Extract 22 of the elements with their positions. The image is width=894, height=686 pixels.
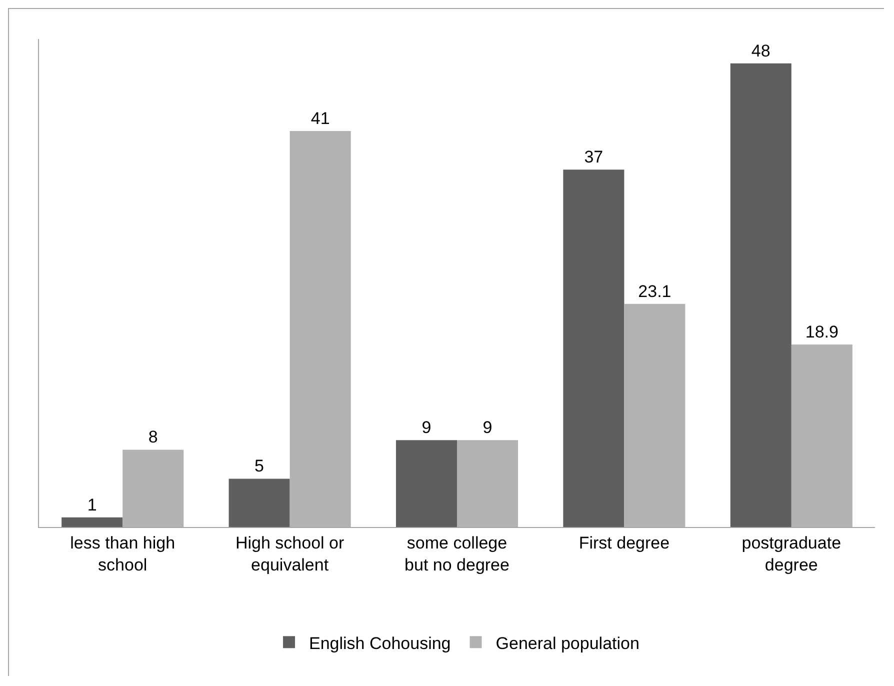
bar <box>730 63 792 527</box>
data-label: 37 <box>584 148 604 167</box>
x-tick-label: First degree <box>578 533 670 552</box>
bar <box>228 478 290 527</box>
x-tick-label: some college but no degree <box>404 533 510 574</box>
data-label: 23.1 <box>638 282 672 301</box>
bar <box>62 517 123 527</box>
data-label: 41 <box>310 109 330 128</box>
x-tick-label: less than high school <box>70 533 176 574</box>
bar <box>563 170 624 527</box>
data-label: 1 <box>87 495 97 514</box>
bar <box>396 440 457 527</box>
data-label: 9 <box>422 418 432 438</box>
x-tick-label: postgraduate degree <box>742 533 842 574</box>
data-label: 9 <box>482 418 492 438</box>
legend-label: English Cohousing <box>309 634 451 653</box>
x-tick-label: High school or equivalent <box>235 533 344 574</box>
data-label: 18.9 <box>805 322 838 342</box>
legend-label: General population <box>496 634 640 653</box>
data-label: 8 <box>148 428 158 447</box>
data-label: 5 <box>254 456 264 476</box>
data-label: 48 <box>751 41 770 60</box>
